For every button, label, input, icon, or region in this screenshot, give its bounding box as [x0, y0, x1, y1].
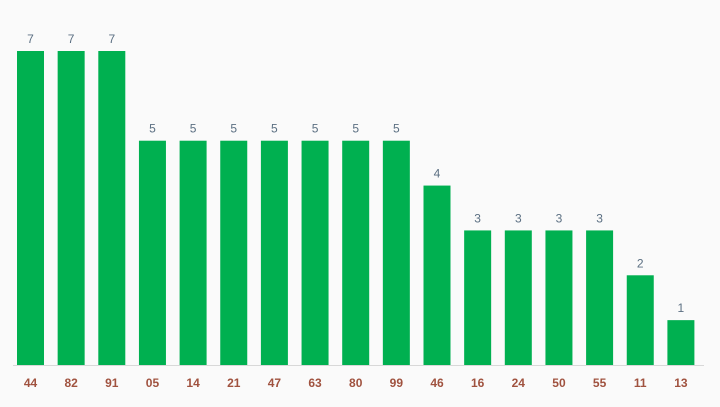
category-label-14: 14 — [186, 376, 200, 390]
value-label-46: 4 — [434, 167, 441, 181]
value-label-55: 3 — [596, 211, 603, 225]
bar-14 — [179, 140, 207, 365]
bar-21 — [220, 140, 248, 365]
value-label-13: 1 — [678, 301, 685, 315]
value-label-24: 3 — [515, 211, 522, 225]
value-label-21: 5 — [230, 122, 237, 136]
bar-44 — [17, 51, 44, 365]
category-label-44: 44 — [24, 376, 38, 390]
value-label-11: 2 — [637, 256, 644, 270]
value-label-63: 5 — [312, 122, 319, 136]
value-label-14: 5 — [190, 122, 197, 136]
value-label-99: 5 — [393, 122, 400, 136]
category-label-50: 50 — [552, 376, 566, 390]
bar-99 — [382, 140, 410, 365]
bar-05 — [138, 140, 166, 365]
value-label-91: 7 — [108, 32, 115, 46]
category-label-63: 63 — [308, 376, 322, 390]
bar-13 — [667, 320, 695, 365]
category-label-82: 82 — [64, 376, 78, 390]
value-label-50: 3 — [556, 211, 563, 225]
bar-16 — [464, 230, 492, 365]
bar-11 — [626, 275, 654, 365]
category-labels-group: 44 82 91 05 14 21 47 63 80 99 46 16 24 50 55 11 13 — [24, 376, 688, 390]
value-labels-group: 7 7 7 5 5 5 5 5 5 5 4 3 3 3 3 2 1 — [27, 32, 684, 315]
category-label-24: 24 — [512, 376, 526, 390]
value-label-44: 7 — [27, 32, 34, 46]
category-label-55: 55 — [593, 376, 607, 390]
category-label-13: 13 — [674, 376, 688, 390]
value-label-47: 5 — [271, 122, 278, 136]
bar-24 — [504, 230, 532, 365]
value-label-82: 7 — [68, 32, 75, 46]
category-label-11: 11 — [634, 376, 647, 390]
bar-80 — [342, 140, 370, 365]
category-label-21: 21 — [227, 376, 241, 390]
bars-group — [17, 51, 695, 365]
category-label-91: 91 — [105, 376, 119, 390]
value-label-05: 5 — [149, 122, 156, 136]
bar-55 — [586, 230, 614, 365]
bar-47 — [260, 140, 288, 365]
bar-63 — [301, 140, 329, 365]
category-label-46: 46 — [430, 376, 444, 390]
bar-50 — [545, 230, 573, 365]
category-label-47: 47 — [268, 376, 282, 390]
bar-91 — [98, 51, 126, 365]
value-label-16: 3 — [474, 211, 481, 225]
category-label-99: 99 — [390, 376, 404, 390]
category-label-16: 16 — [471, 376, 485, 390]
category-label-80: 80 — [349, 376, 363, 390]
value-label-80: 5 — [352, 122, 359, 136]
category-label-05: 05 — [146, 376, 160, 390]
bar-46 — [423, 185, 451, 365]
bar-82 — [57, 51, 85, 365]
